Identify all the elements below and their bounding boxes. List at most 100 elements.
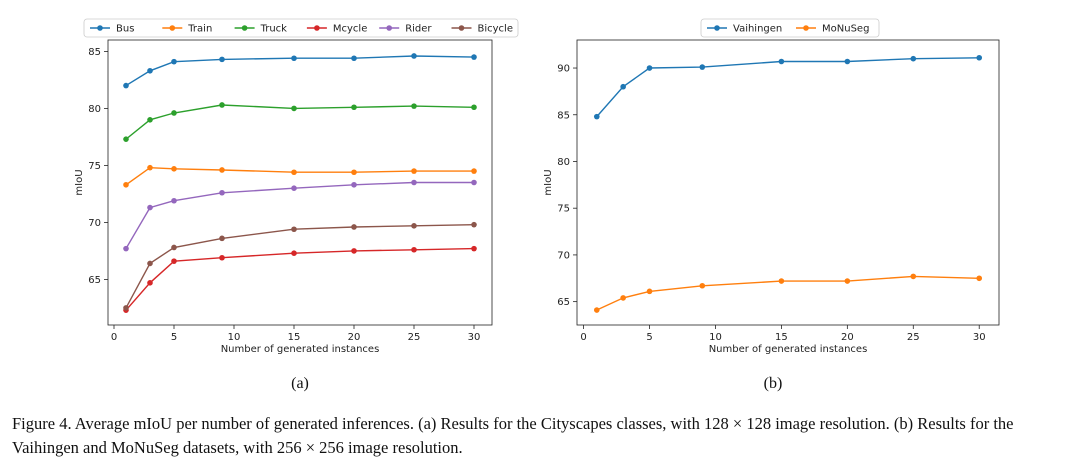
data-point xyxy=(123,245,129,252)
data-point xyxy=(778,278,785,284)
data-point xyxy=(171,197,177,204)
data-point xyxy=(778,58,785,65)
data-point xyxy=(171,166,177,172)
data-point xyxy=(844,58,851,65)
data-point xyxy=(620,295,626,301)
data-point xyxy=(471,179,477,186)
data-point xyxy=(123,82,129,89)
legend-label: MoNuSeg xyxy=(822,24,869,35)
data-point xyxy=(147,280,153,286)
x-tick-label: 30 xyxy=(468,332,481,343)
data-point xyxy=(219,167,225,173)
series-line xyxy=(125,247,475,311)
series-line xyxy=(125,166,474,186)
legend-marker xyxy=(458,25,465,31)
y-tick-label: 85 xyxy=(557,110,570,121)
plot-frame xyxy=(576,39,1000,326)
x-tick-label: 20 xyxy=(348,332,361,343)
subcaption-b: (b) xyxy=(764,375,783,392)
data-point xyxy=(593,113,600,120)
x-tick-label: 10 xyxy=(228,332,241,343)
x-tick-label: 0 xyxy=(580,332,586,343)
data-point xyxy=(910,55,917,62)
series-line xyxy=(125,104,475,140)
data-point xyxy=(976,275,983,282)
data-point xyxy=(411,179,417,186)
legend-label: Rider xyxy=(405,24,432,35)
legend-label: Vaihingen xyxy=(733,24,782,35)
data-point xyxy=(411,246,417,253)
data-point xyxy=(593,307,600,313)
y-tick-label: 70 xyxy=(557,250,570,261)
y-tick-label: 85 xyxy=(88,47,101,58)
y-tick-label: 70 xyxy=(88,218,101,229)
legend-label: Mcycle xyxy=(333,24,367,35)
y-axis-title: mIoU xyxy=(543,169,554,195)
data-point xyxy=(171,244,177,251)
data-point xyxy=(471,104,477,111)
x-axis-title: Number of generated instances xyxy=(221,344,380,355)
x-tick-label: 10 xyxy=(709,332,722,343)
y-tick-label: 75 xyxy=(557,204,570,215)
data-point xyxy=(123,305,129,311)
data-point xyxy=(147,117,153,123)
x-tick-label: 5 xyxy=(171,332,177,343)
legend-label: Truck xyxy=(260,24,288,35)
data-point xyxy=(351,181,357,188)
subcaption-a: (a) xyxy=(291,375,309,392)
legend-label: Bicycle xyxy=(478,24,513,35)
data-point xyxy=(646,65,653,71)
data-point xyxy=(291,185,297,191)
data-point xyxy=(351,224,357,230)
data-point xyxy=(171,58,177,65)
series-line xyxy=(596,275,980,311)
data-point xyxy=(147,67,153,74)
data-point xyxy=(351,169,357,176)
y-tick-label: 80 xyxy=(557,157,570,168)
data-point xyxy=(411,223,417,229)
x-tick-label: 15 xyxy=(288,332,301,343)
data-point xyxy=(844,278,851,284)
x-tick-label: 25 xyxy=(907,332,920,343)
data-point xyxy=(147,164,153,171)
chart-b-vaihingen-monuseg: 0 5 10 15 20 25 30 65 70 75 80 85 90 Number of genera… xyxy=(543,18,1000,355)
data-point xyxy=(291,55,297,62)
x-tick-label: 25 xyxy=(408,332,421,343)
data-point xyxy=(471,168,477,174)
data-point xyxy=(219,102,225,108)
data-point xyxy=(351,55,357,62)
data-point xyxy=(910,273,917,280)
x-tick-label: 20 xyxy=(841,332,854,343)
data-point xyxy=(219,189,225,196)
x-tick-label: 0 xyxy=(111,332,117,343)
data-point xyxy=(291,169,297,176)
x-tick-label: 15 xyxy=(775,332,788,343)
data-point xyxy=(219,235,225,242)
legend-marker xyxy=(314,25,320,31)
data-point xyxy=(699,282,706,289)
data-point xyxy=(351,248,357,254)
data-point xyxy=(147,204,153,211)
y-axis-title: mIoU xyxy=(74,169,85,195)
chart-a-cityscapes: 0 5 10 15 20 25 30 65 70 75 80 85 Number of generate… xyxy=(74,18,519,355)
data-point xyxy=(411,168,417,174)
data-point xyxy=(171,258,177,264)
data-point xyxy=(171,110,177,116)
y-tick-label: 90 xyxy=(557,64,570,75)
plot-frame xyxy=(107,39,493,326)
data-point xyxy=(411,53,417,59)
data-point xyxy=(123,136,129,142)
data-point xyxy=(291,226,297,233)
data-point xyxy=(351,104,357,111)
legend-label: Train xyxy=(187,24,212,35)
legend-box xyxy=(700,18,880,38)
legend-marker xyxy=(241,25,248,31)
data-point xyxy=(219,56,225,63)
x-tick-label: 30 xyxy=(973,332,986,343)
y-tick-label: 75 xyxy=(88,161,101,172)
legend-label: Bus xyxy=(116,24,134,35)
data-point xyxy=(976,54,983,61)
data-point xyxy=(219,254,225,261)
data-point xyxy=(699,64,706,70)
